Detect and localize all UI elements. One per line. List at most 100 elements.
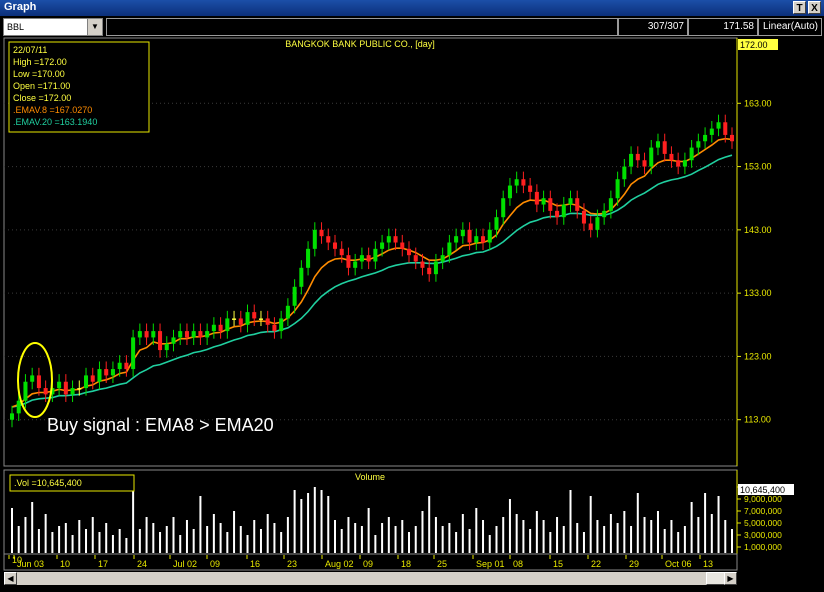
symbol-select[interactable]: BBL ▼ [3,18,103,36]
volume-bar [71,535,74,553]
volume-bar [185,520,188,553]
volume-bar [286,517,289,553]
volume-bar [165,526,168,553]
volume-bar [58,526,61,553]
volume-bar [724,520,727,553]
date-tick-label: Jun 03 [17,559,44,569]
volume-bar [199,496,202,553]
volume-bar [98,532,101,553]
candle-body [474,236,479,243]
volume-bar [253,520,256,553]
candle-body [494,217,499,230]
volume-tick-label: 5,000,000 [744,518,782,528]
candle-body [541,198,546,205]
date-tick-label: 10 [60,559,70,569]
volume-bar [307,493,310,553]
volume-bar [293,490,296,553]
volume-bar [623,511,626,553]
candle-body [191,331,196,338]
volume-bar [556,517,559,553]
date-tick-label: 29 [629,559,639,569]
candle-body [420,261,425,268]
volume-bar [461,514,464,553]
candle-body [252,312,257,319]
volume-bar [17,526,20,553]
candle-body [319,229,324,237]
candle-body [326,236,331,243]
chevron-down-icon[interactable]: ▼ [87,19,102,35]
scroll-left-arrow-icon[interactable]: ◀ [4,572,17,585]
candle-body [299,267,304,287]
volume-bar [266,514,269,553]
candle-body [729,134,735,142]
date-tick-label: Oct 06 [665,559,692,569]
date-tick-label: 23 [287,559,297,569]
scale-mode-field[interactable]: Linear(Auto) [758,18,822,36]
ema20-layer [11,154,733,408]
volume-bar [381,523,384,553]
volume-bar [138,529,141,553]
volume-bar [414,526,417,553]
scroll-thumb[interactable] [706,572,726,585]
volume-bar [643,517,646,553]
volume-bar [616,523,619,553]
chart-horizontal-scrollbar[interactable]: ◀ ▶ [4,572,737,585]
candle-body [272,324,277,332]
candle-body [454,236,459,243]
candle-body [709,128,714,135]
volume-bar [111,535,114,553]
candle-body [117,362,122,370]
price-tick-label: 123.00 [744,351,772,361]
date-tick-label: 18 [401,559,411,569]
volume-bar [333,520,336,553]
volume-bar [482,520,485,553]
candle-body [635,153,640,161]
price-tick-label: 143.00 [744,225,772,235]
scroll-right-arrow-icon[interactable]: ▶ [724,572,737,585]
candle-body [642,160,647,167]
volume-bar [589,496,592,553]
bar-count-field: 307/307 [618,18,688,36]
candle-body [703,134,708,142]
volume-bar [710,514,713,553]
candle-body [164,343,169,351]
candle-body [406,248,412,256]
candle-body [615,179,620,199]
candle-body [689,147,694,161]
candle-body [16,400,21,414]
candle-body [622,166,627,180]
volume-bar [105,523,108,553]
candle-body [23,381,28,401]
volume-bar [596,520,599,553]
date-tick-label: 16 [250,559,260,569]
date-tick-label: 22 [591,559,601,569]
volume-bar [401,520,404,553]
info-low: Low =170.00 [13,69,65,79]
volume-bar [206,526,209,553]
volume-bar [636,493,639,553]
date-tick-label: 25 [437,559,447,569]
candle-body [595,217,600,230]
candle-body [50,388,55,395]
candle-body [30,375,35,382]
candle-body [649,147,654,167]
volume-bar [677,532,680,553]
date-tick-label: 08 [513,559,523,569]
candle-body [400,242,405,249]
close-window-button[interactable]: X [808,1,821,14]
tile-window-button[interactable]: T [793,1,806,14]
volume-info-label: .Vol =10,645,400 [14,478,82,488]
volume-bar [11,508,13,553]
volume-bar [340,529,343,553]
volume-bar [239,526,242,553]
candle-body [521,179,526,186]
date-tick-label: Aug 02 [325,559,354,569]
date-tick-label: Jul 02 [173,559,197,569]
candle-body [158,331,163,351]
candle-body [433,261,438,275]
volume-bar [515,514,518,553]
candle-body [427,267,432,275]
candle-body [366,255,371,262]
candle-body [70,388,75,395]
